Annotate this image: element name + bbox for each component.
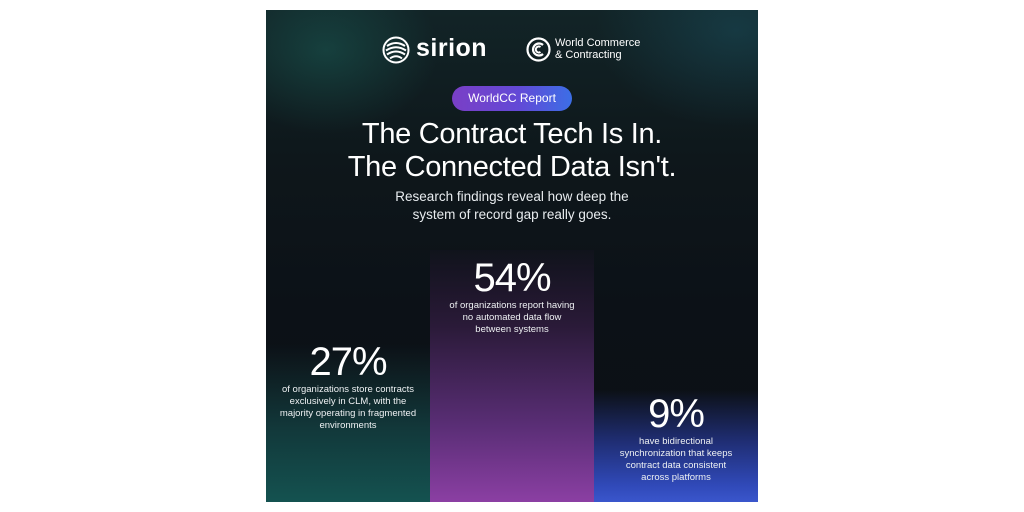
sirion-logo: sirion: [382, 34, 500, 64]
stat-description-line: majority operating in fragmented: [279, 408, 417, 419]
subheadline: Research findings reveal how deep the sy…: [266, 188, 758, 224]
stat-bidirectional-sync: 9% have bidirectional synchronization th…: [594, 394, 758, 484]
sirion-wordmark: sirion: [416, 34, 488, 62]
stat-description-line: across platforms: [641, 472, 711, 483]
headline-line2: The Connected Data Isn't.: [347, 151, 677, 183]
infographic-card: sirion World Commerce & Contracting Worl…: [266, 10, 758, 502]
stat-value: 54%: [473, 256, 551, 300]
stat-description: of organizations report having no automa…: [430, 300, 594, 336]
worldcc-line1: World Commerce: [555, 37, 641, 49]
stat-column-left: [266, 344, 430, 502]
subheadline-line2: system of record gap really goes.: [412, 207, 612, 222]
stat-description-line: exclusively in CLM, with the: [289, 396, 407, 407]
worldcc-wordmark: World Commerce & Contracting: [555, 37, 641, 61]
stat-description-line: have bidirectional: [639, 436, 713, 447]
stat-description: of organizations store contracts exclusi…: [266, 384, 430, 432]
stat-description-line: contract data consistent: [625, 460, 727, 471]
report-badge: WorldCC Report: [452, 86, 572, 111]
worldcc-logo: World Commerce & Contracting: [526, 37, 656, 63]
stat-clm-only: 27% of organizations store contracts exc…: [266, 342, 430, 432]
sirion-logo-icon: [382, 36, 410, 64]
stat-description-line: of organizations report having: [449, 300, 575, 311]
stat-description: have bidirectional synchronization that …: [594, 436, 758, 484]
stat-no-automated-flow: 54% of organizations report having no au…: [430, 258, 594, 336]
worldcc-logo-icon: [526, 37, 551, 62]
stat-description-line: environments: [319, 420, 377, 431]
stat-value: 9%: [648, 392, 705, 436]
stat-column-middle: [430, 250, 594, 502]
stat-description-line: no automated data flow: [462, 312, 562, 323]
stat-description-line: synchronization that keeps: [619, 448, 733, 459]
subheadline-line1: Research findings reveal how deep the: [395, 189, 629, 204]
stat-description-line: of organizations store contracts: [281, 384, 414, 395]
headline-line1: The Contract Tech Is In.: [361, 118, 663, 150]
headline: The Contract Tech Is In. The Connected D…: [266, 118, 758, 184]
logo-row: sirion World Commerce & Contracting: [266, 34, 758, 64]
worldcc-line2: & Contracting: [555, 48, 622, 61]
stat-value: 27%: [309, 340, 387, 384]
stat-column-right: [594, 390, 758, 502]
stat-description-line: between systems: [475, 324, 549, 335]
